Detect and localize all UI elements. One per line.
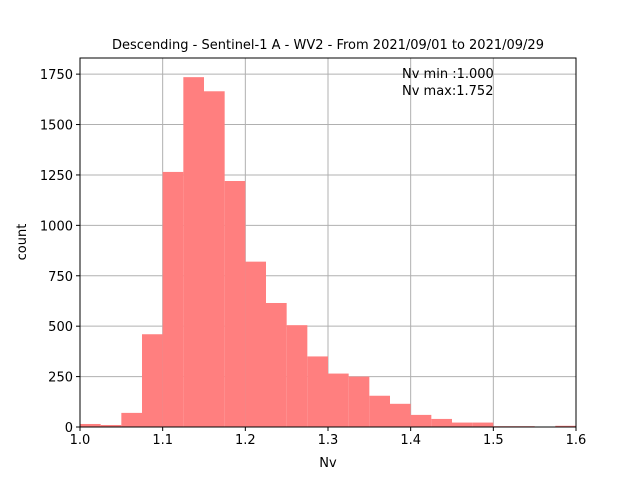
y-tick-label: 250 — [48, 371, 73, 386]
x-tick-label: 1.6 — [566, 433, 587, 448]
y-tick-label: 750 — [48, 270, 73, 285]
histogram-bar — [224, 181, 246, 427]
annotation-nv-min: Nv min :1.000 — [402, 67, 494, 82]
histogram-bar — [410, 414, 432, 427]
histogram-bar — [431, 418, 452, 427]
y-tick-label: 1250 — [40, 169, 73, 184]
histogram-bar — [555, 425, 576, 427]
histogram-bar — [390, 403, 411, 427]
histogram-bar — [121, 412, 142, 427]
histogram-bar — [328, 373, 349, 427]
x-tick-label: 1.5 — [483, 433, 504, 448]
histogram-bar — [80, 423, 101, 427]
histogram-bar — [162, 171, 184, 427]
x-tick-label: 1.0 — [70, 433, 91, 448]
histogram-bar — [452, 422, 473, 427]
histogram-bar — [369, 395, 390, 427]
histogram-bar — [142, 334, 163, 427]
histogram-bar — [472, 422, 494, 427]
x-axis-ticks: 1.0 1.1 1.2 1.3 1.4 1.5 1.6 — [70, 427, 587, 448]
histogram-bar — [183, 77, 204, 428]
histogram-bar — [266, 302, 287, 427]
x-tick-label: 1.1 — [152, 433, 173, 448]
histogram-bar — [100, 424, 122, 427]
y-tick-label: 500 — [48, 320, 73, 335]
y-tick-label: 1750 — [40, 68, 73, 83]
histogram-bar — [204, 91, 225, 427]
x-tick-label: 1.4 — [400, 433, 421, 448]
histogram-bar — [348, 376, 370, 427]
annotation-nv-max: Nv max:1.752 — [402, 84, 493, 99]
y-tick-label: 1000 — [40, 219, 73, 234]
y-tick-label: 0 — [65, 421, 73, 436]
chart-title: Descending - Sentinel-1 A - WV2 - From 2… — [112, 38, 544, 53]
x-tick-label: 1.2 — [235, 433, 256, 448]
x-axis-label: Nv — [319, 456, 337, 471]
histogram-bar — [245, 261, 266, 427]
y-axis-ticks: 0 250 500 750 1000 1250 1500 1750 — [40, 68, 80, 436]
y-tick-label: 1500 — [40, 119, 73, 134]
x-tick-label: 1.3 — [318, 433, 339, 448]
histogram-bar — [307, 356, 328, 427]
histogram-bar — [286, 325, 308, 427]
y-axis-label: count — [15, 224, 30, 261]
histogram-bars — [80, 77, 576, 428]
